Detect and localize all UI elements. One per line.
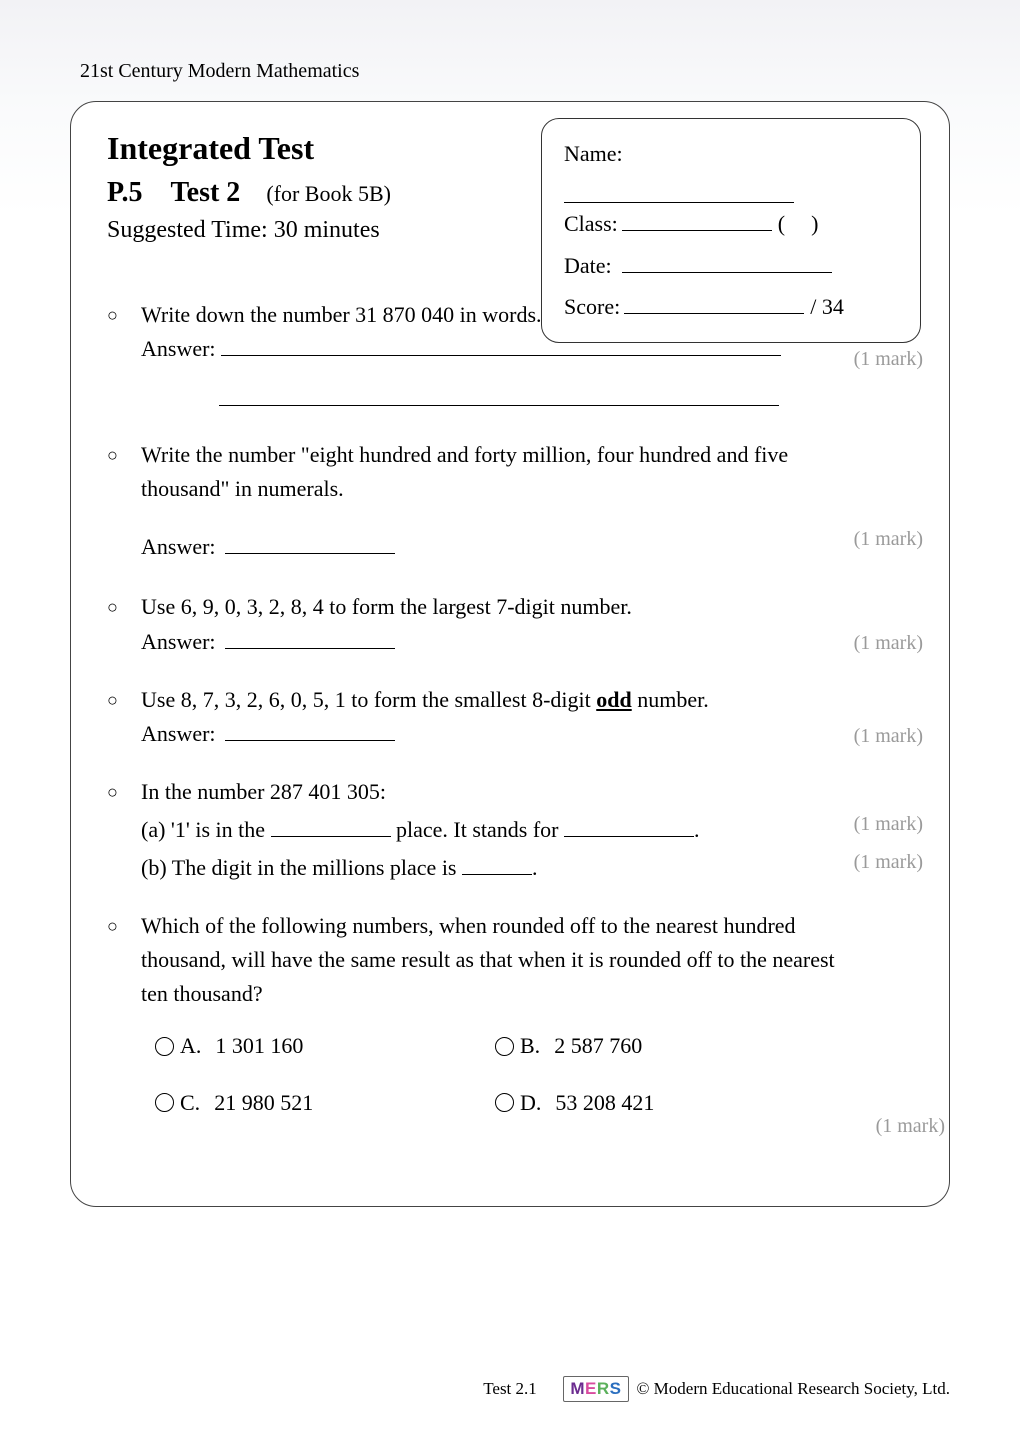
q6-options: A. 1 301 160 B. 2 587 760 xyxy=(155,1029,835,1119)
date-row: Date: xyxy=(564,245,898,287)
radio-icon xyxy=(155,1037,174,1056)
q5-intro: In the number 287 401 305: xyxy=(141,775,813,809)
q4-text-pre: Use 8, 7, 3, 2, 6, 0, 5, 1 to form the s… xyxy=(141,687,596,712)
radio-icon xyxy=(155,1093,174,1112)
bullet-icon: ○ xyxy=(107,590,141,658)
name-row: Name: xyxy=(564,133,898,203)
q3-text: Use 6, 9, 0, 3, 2, 8, 4 to form the larg… xyxy=(141,590,813,624)
q3-answer-label: Answer: xyxy=(141,629,216,654)
q6-a-letter: A. xyxy=(180,1029,201,1063)
question-3: ○ Use 6, 9, 0, 3, 2, 8, 4 to form the la… xyxy=(107,590,913,658)
q6-b-letter: B. xyxy=(520,1029,540,1063)
q6-mark: (1 mark) xyxy=(876,1111,945,1142)
q6-c-value: 21 980 521 xyxy=(214,1086,313,1120)
question-5: ○ In the number 287 401 305: (a) '1' is … xyxy=(107,775,913,885)
radio-icon xyxy=(495,1037,514,1056)
q3-mark: (1 mark) xyxy=(854,628,923,659)
bullet-icon: ○ xyxy=(107,298,141,406)
test-title: Integrated Test xyxy=(107,130,550,167)
bullet-icon: ○ xyxy=(107,909,141,1141)
q4-text-bold: odd xyxy=(596,687,631,712)
questions-container: ○ Write down the number 31 870 040 in wo… xyxy=(107,298,913,1142)
q1-answer: Answer: xyxy=(141,332,813,406)
q1-text: Write down the number 31 870 040 in word… xyxy=(141,298,813,332)
book-label: (for Book 5B) xyxy=(266,181,391,206)
q1-answer-line2[interactable] xyxy=(219,376,779,406)
bullet-icon: ○ xyxy=(107,438,141,564)
q5a: (a) '1' is in the place. It stands for . xyxy=(141,813,813,847)
q5a-post: . xyxy=(694,817,700,842)
q6-c-letter: C. xyxy=(180,1086,200,1120)
date-label: Date: xyxy=(564,245,612,287)
class-paren-open: ( xyxy=(778,203,785,245)
q2-answer-line[interactable] xyxy=(225,534,395,554)
copyright: MERS © Modern Educational Research Socie… xyxy=(563,1376,950,1402)
q5b: (b) The digit in the millions place is . xyxy=(141,851,813,885)
q6-option-d[interactable]: D. 53 208 421 xyxy=(495,1086,835,1120)
q4-text: Use 8, 7, 3, 2, 6, 0, 5, 1 to form the s… xyxy=(141,683,813,717)
q5a-blank2[interactable] xyxy=(564,817,694,837)
q1-mark: (1 mark) xyxy=(854,344,923,375)
page-number: Test 2.1 xyxy=(483,1379,537,1399)
q5b-blank[interactable] xyxy=(462,855,532,875)
q4-answer-line[interactable] xyxy=(225,721,395,741)
q6-b-value: 2 587 760 xyxy=(554,1029,642,1063)
class-row: Class: ( ) xyxy=(564,203,898,245)
q2-mark: (1 mark) xyxy=(854,524,923,555)
content-card: Integrated Test P.5 Test 2 (for Book 5B)… xyxy=(70,101,950,1207)
bullet-icon: ○ xyxy=(107,775,141,885)
q2-answer: Answer: xyxy=(141,530,813,564)
q5b-pre: (b) The digit in the millions place is xyxy=(141,855,462,880)
radio-icon xyxy=(495,1093,514,1112)
q5a-blank1[interactable] xyxy=(271,817,391,837)
q6-option-a[interactable]: A. 1 301 160 xyxy=(155,1029,495,1063)
class-paren-close: ) xyxy=(811,203,818,245)
copyright-text: © Modern Educational Research Society, L… xyxy=(637,1379,950,1399)
question-4: ○ Use 8, 7, 3, 2, 6, 0, 5, 1 to form the… xyxy=(107,683,913,751)
q3-answer: Answer: xyxy=(141,625,813,659)
page-footer: Test 2.1 MERS © Modern Educational Resea… xyxy=(70,1379,950,1399)
q6-text: Which of the following numbers, when rou… xyxy=(141,909,835,1011)
name-label: Name: xyxy=(564,141,623,166)
q6-d-letter: D. xyxy=(520,1086,541,1120)
q5b-post: . xyxy=(532,855,538,880)
header-row: Integrated Test P.5 Test 2 (for Book 5B)… xyxy=(107,130,913,244)
q2-text: Write the number "eight hundred and fort… xyxy=(141,438,813,506)
q4-mark: (1 mark) xyxy=(854,721,923,752)
class-label: Class: xyxy=(564,203,618,245)
q5a-mid: place. It stands for xyxy=(391,817,565,842)
q4-answer: Answer: xyxy=(141,717,813,751)
q5b-mark: (1 mark) xyxy=(854,847,923,878)
q5a-pre: (a) '1' is in the xyxy=(141,817,271,842)
name-input-line[interactable] xyxy=(564,177,794,203)
question-1: ○ Write down the number 31 870 040 in wo… xyxy=(107,298,913,406)
q1-answer-line1[interactable] xyxy=(221,336,781,356)
bullet-icon: ○ xyxy=(107,683,141,751)
q6-option-c[interactable]: C. 21 980 521 xyxy=(155,1086,495,1120)
class-input-line[interactable] xyxy=(622,211,772,231)
q4-text-post: number. xyxy=(632,687,709,712)
q4-answer-label: Answer: xyxy=(141,721,216,746)
q1-answer-label: Answer: xyxy=(141,336,216,361)
q6-option-b[interactable]: B. 2 587 760 xyxy=(495,1029,835,1063)
level-label: P.5 xyxy=(107,177,143,208)
date-input-line[interactable] xyxy=(622,253,832,273)
left-header: Integrated Test P.5 Test 2 (for Book 5B)… xyxy=(107,130,550,244)
test-subtitle: P.5 Test 2 (for Book 5B) xyxy=(107,177,550,209)
q2-answer-label: Answer: xyxy=(141,534,216,559)
page: 21st Century Modern Mathematics Integrat… xyxy=(0,0,1020,1443)
question-2: ○ Write the number "eight hundred and fo… xyxy=(107,438,913,564)
q6-d-value: 53 208 421 xyxy=(555,1086,654,1120)
q5a-mark: (1 mark) xyxy=(854,809,923,840)
series-title: 21st Century Modern Mathematics xyxy=(80,60,950,83)
question-6: ○ Which of the following numbers, when r… xyxy=(107,909,913,1141)
test-number: Test 2 xyxy=(171,177,241,208)
suggested-time: Suggested Time: 30 minutes xyxy=(107,217,550,244)
mers-logo-icon: MERS xyxy=(563,1376,628,1402)
q6-a-value: 1 301 160 xyxy=(215,1029,303,1063)
q3-answer-line[interactable] xyxy=(225,629,395,649)
